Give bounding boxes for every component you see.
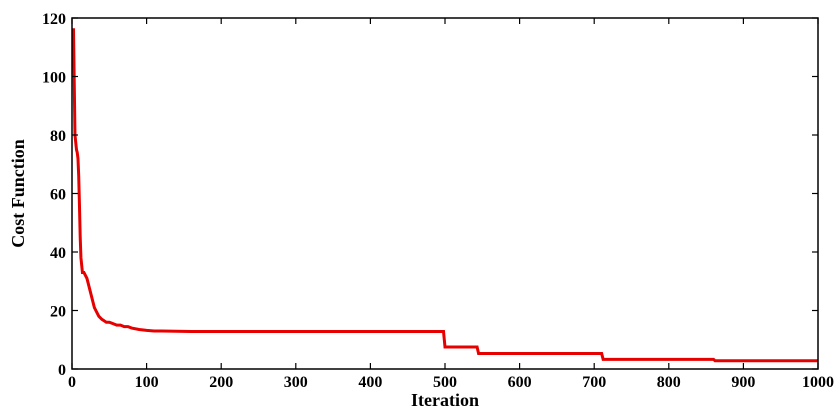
x-tick-label: 600 [508, 374, 532, 391]
x-tick-label: 500 [433, 374, 457, 391]
x-axis-title: Iteration [411, 390, 479, 410]
x-tick-label: 700 [582, 374, 606, 391]
y-tick-label: 40 [50, 245, 66, 262]
y-tick-label: 80 [50, 128, 66, 145]
axes: 0 100 200 300 400 500 600 700 800 900 1000 0 20 40 60 8… [42, 11, 834, 391]
x-tick-label: 800 [657, 374, 681, 391]
y-tick-label: 120 [42, 11, 66, 28]
y-axis-title: Cost Function [8, 139, 28, 248]
series-line-0 [71, 28, 818, 363]
x-tick-label: 100 [135, 374, 159, 391]
x-tick-label: 400 [358, 374, 382, 391]
x-tick-label: 200 [209, 374, 233, 391]
plot-frame [71, 17, 819, 370]
y-tick-label: 60 [50, 187, 66, 204]
plot-area [71, 28, 818, 363]
x-tick-label: 900 [731, 374, 755, 391]
y-tick-label: 20 [50, 304, 66, 321]
x-tick-label: 300 [284, 374, 308, 391]
x-tick-label: 1000 [802, 374, 834, 391]
x-tick-label: 0 [68, 374, 76, 391]
y-tick-label: 100 [42, 70, 66, 87]
y-tick-label: 0 [58, 362, 66, 379]
